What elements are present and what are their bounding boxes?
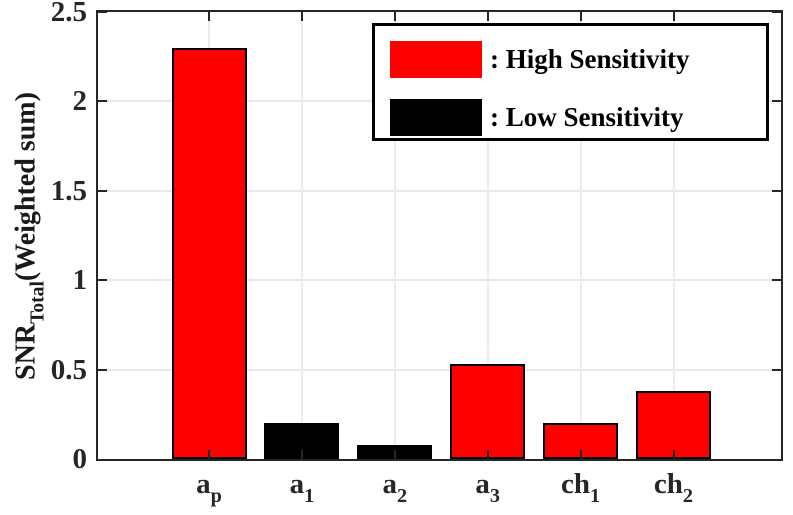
left-tick-2.5 — [98, 11, 107, 13]
right-tick-1 — [772, 279, 781, 282]
legend-entry-low-sensitivity: : Low Sensitivity — [390, 99, 766, 136]
x-tick-label-ch1: ch1 — [561, 468, 601, 508]
legend-swatch-high-sensitivity — [390, 41, 482, 78]
left-tick-1.5 — [98, 189, 107, 192]
y-tick-label-2.5: 2.5 — [50, 0, 87, 28]
right-tick-1.5 — [772, 189, 781, 192]
gridline-x-a2 — [393, 12, 396, 459]
left-tick-1 — [98, 279, 107, 282]
y-tick-label-2: 2 — [72, 85, 88, 118]
legend: : High Sensitivity : Low Sensitivity — [372, 23, 769, 141]
gridline-y-1 — [98, 279, 781, 282]
x-tick-label-a3: a3 — [475, 468, 500, 508]
bar-a3 — [450, 364, 526, 459]
gridline-x-a1 — [300, 12, 303, 459]
right-tick-2.5 — [772, 11, 781, 13]
gridline-x-ch2 — [672, 12, 675, 459]
top-tick-ch1 — [579, 12, 582, 21]
gridline-x-ch1 — [579, 12, 582, 459]
bottom-tick-ch1 — [579, 450, 582, 459]
right-tick-2 — [772, 100, 781, 103]
y-tick-label-0: 0 — [72, 443, 88, 475]
y-tick-label-1: 1 — [72, 264, 88, 297]
top-tick-ap — [208, 12, 210, 21]
x-tick-label-ap: ap — [196, 468, 222, 508]
bottom-tick-ch2 — [672, 450, 675, 459]
bottom-tick-ap — [208, 450, 210, 459]
y-tick-label-1.5: 1.5 — [50, 174, 87, 207]
left-tick-2 — [98, 100, 107, 103]
legend-label-low-sensitivity: : Low Sensitivity — [490, 102, 684, 132]
legend-swatch-low-sensitivity — [390, 99, 482, 136]
y-axis-label: SNRTotal(Weighted sum) — [8, 11, 49, 462]
top-tick-ch2 — [672, 12, 675, 21]
y-tick-label-0.5: 0.5 — [50, 353, 87, 386]
bar-ch2 — [636, 391, 711, 459]
top-tick-a2 — [393, 12, 396, 21]
top-tick-a3 — [486, 12, 489, 21]
left-tick-0.5 — [98, 368, 107, 371]
right-tick-0.5 — [772, 368, 781, 371]
legend-entry-high-sensitivity: : High Sensitivity — [390, 41, 766, 78]
bottom-tick-a3 — [486, 450, 489, 459]
bar-ap — [171, 47, 247, 459]
x-tick-label-ch2: ch2 — [653, 468, 694, 508]
bottom-tick-a1 — [300, 450, 303, 459]
x-tick-label-a2: a2 — [382, 468, 408, 508]
bottom-tick-a2 — [393, 450, 396, 459]
legend-label-high-sensitivity: : High Sensitivity — [490, 44, 690, 74]
x-tick-label-a1: a1 — [289, 468, 315, 508]
gridline-x-a3 — [486, 12, 489, 459]
gridline-y-0.5 — [98, 368, 781, 371]
top-tick-a1 — [300, 12, 303, 21]
gridline-y-1.5 — [98, 189, 781, 192]
